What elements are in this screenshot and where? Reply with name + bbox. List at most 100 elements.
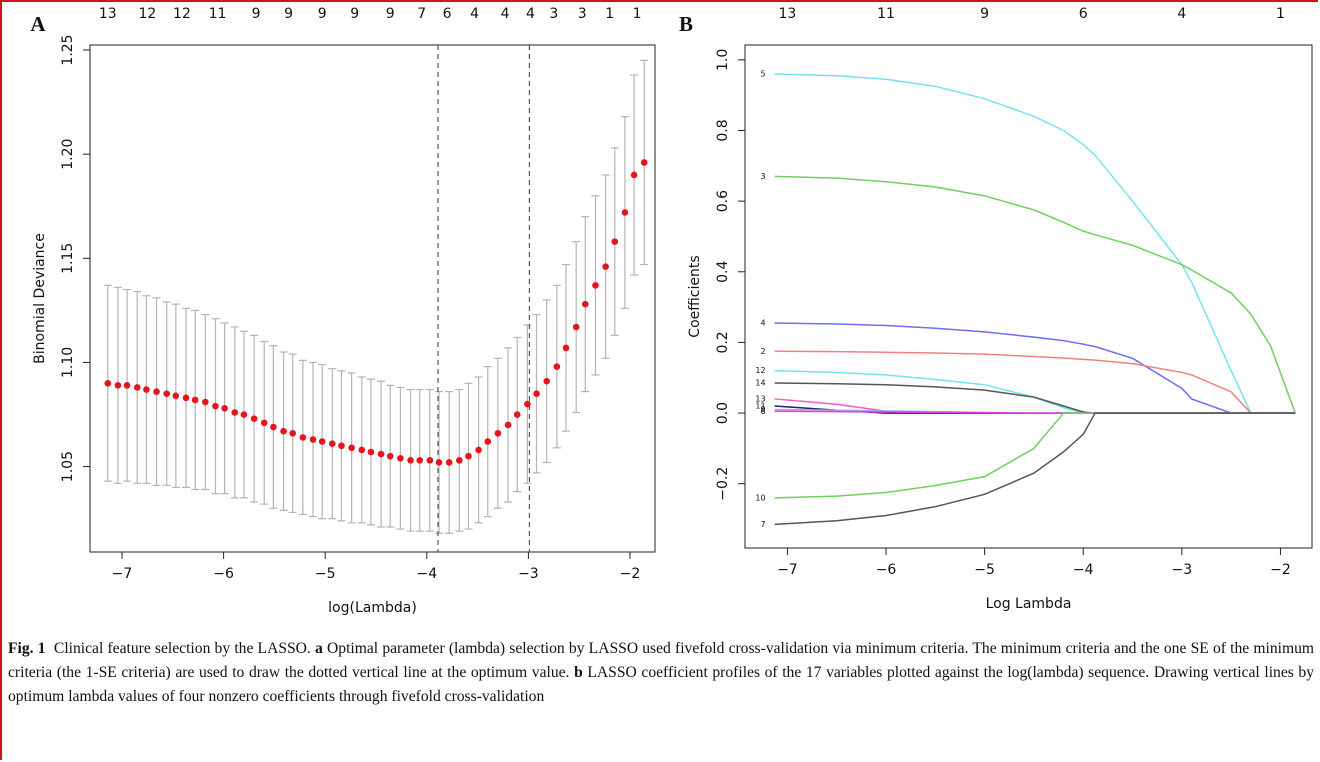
- point: [329, 440, 336, 447]
- series-line: [774, 73, 1296, 414]
- point: [377, 450, 385, 458]
- point: [153, 388, 160, 395]
- series-label: 2: [760, 347, 765, 356]
- top-tick-label: 4: [501, 6, 510, 22]
- series-label: 6: [760, 407, 765, 416]
- x-tick-label: −6: [213, 566, 234, 582]
- point: [163, 390, 171, 397]
- point: [358, 446, 366, 454]
- point: [553, 363, 561, 370]
- point: [386, 452, 394, 460]
- top-tick-label: 4: [526, 6, 535, 22]
- point: [494, 429, 502, 437]
- point: [504, 421, 512, 429]
- x-tick-label: −4: [416, 566, 437, 582]
- point: [475, 446, 482, 454]
- y-tick-label: 1.05: [60, 451, 76, 482]
- point: [426, 457, 434, 464]
- plot-frame: [744, 44, 1313, 549]
- series-label: 5: [760, 69, 765, 78]
- point: [367, 448, 375, 456]
- series-line: [774, 412, 1296, 499]
- point: [299, 434, 307, 441]
- y-tick-label: 1.15: [60, 243, 76, 274]
- point: [212, 402, 219, 410]
- point: [260, 419, 268, 427]
- top-tick-label: 3: [578, 6, 587, 22]
- caption-b-label: b: [574, 664, 583, 681]
- x-tick-label: −2: [620, 566, 641, 582]
- top-tick-label: 4: [1177, 6, 1186, 22]
- y-tick-label: −0.2: [715, 467, 731, 501]
- point: [592, 282, 599, 289]
- x-tick-label: −6: [876, 562, 897, 578]
- top-tick-label: 12: [173, 6, 191, 22]
- series-label: 4: [760, 318, 765, 327]
- y-axis-title: Binomial Deviance: [32, 233, 48, 364]
- point: [611, 238, 619, 245]
- point: [338, 442, 345, 450]
- top-tick-label: 3: [549, 6, 558, 22]
- top-tick-label: 13: [778, 6, 796, 22]
- series-label: 12: [755, 366, 765, 375]
- y-axis-title: Coefficients: [687, 255, 703, 337]
- point: [123, 382, 131, 389]
- series-label: 14: [755, 379, 765, 388]
- point: [407, 457, 414, 464]
- point: [191, 396, 199, 404]
- point: [250, 415, 258, 422]
- top-tick-label: 9: [284, 6, 293, 22]
- x-tick-label: −5: [974, 562, 995, 578]
- x-tick-label: −4: [1073, 562, 1094, 578]
- top-tick-label: 9: [980, 6, 989, 22]
- caption-b-text: LASSO coefficient profiles of the 17 var…: [8, 664, 1315, 705]
- point: [240, 411, 248, 418]
- panel-label: A: [30, 12, 46, 36]
- point: [133, 384, 141, 391]
- series-line: [774, 322, 1296, 414]
- point: [348, 444, 355, 452]
- x-axis-title: Log Lambda: [986, 596, 1072, 612]
- point: [640, 159, 648, 166]
- series-label: 9: [760, 405, 765, 414]
- point: [630, 171, 638, 179]
- panel-label: B: [679, 12, 693, 36]
- point: [280, 427, 287, 435]
- caption-a-text: Optimal parameter (lambda) selection by …: [8, 640, 1315, 681]
- top-tick-label: 9: [318, 6, 327, 22]
- top-tick-label: 13: [99, 6, 117, 22]
- point: [397, 454, 404, 462]
- point: [445, 459, 453, 466]
- point: [231, 409, 239, 416]
- top-tick-label: 6: [443, 6, 452, 22]
- caption-a-label: a: [315, 640, 323, 657]
- point: [221, 404, 228, 412]
- point: [318, 438, 326, 445]
- series-label: 3: [760, 172, 765, 181]
- point: [572, 323, 580, 331]
- point: [143, 386, 150, 393]
- point: [484, 438, 492, 445]
- series-label: 10: [755, 493, 765, 502]
- point: [104, 379, 112, 387]
- point: [562, 344, 570, 352]
- caption-intro: Clinical feature selection by the LASSO.: [53, 640, 311, 657]
- x-tick-label: −5: [315, 566, 336, 582]
- point: [202, 398, 209, 406]
- point: [270, 423, 277, 431]
- x-axis-title: log(Lambda): [328, 600, 417, 616]
- point: [465, 452, 472, 460]
- x-tick-label: −3: [518, 566, 539, 582]
- caption-label: Fig. 1: [8, 640, 46, 657]
- caption: Fig. 1 Clinical feature selection by the…: [8, 637, 1314, 709]
- point: [309, 436, 317, 443]
- point: [513, 411, 521, 418]
- y-tick-label: 1.20: [60, 139, 76, 170]
- point: [289, 429, 296, 437]
- top-tick-label: 12: [138, 6, 156, 22]
- series-line: [774, 412, 1296, 526]
- x-tick-label: −3: [1172, 562, 1193, 578]
- point: [602, 263, 609, 270]
